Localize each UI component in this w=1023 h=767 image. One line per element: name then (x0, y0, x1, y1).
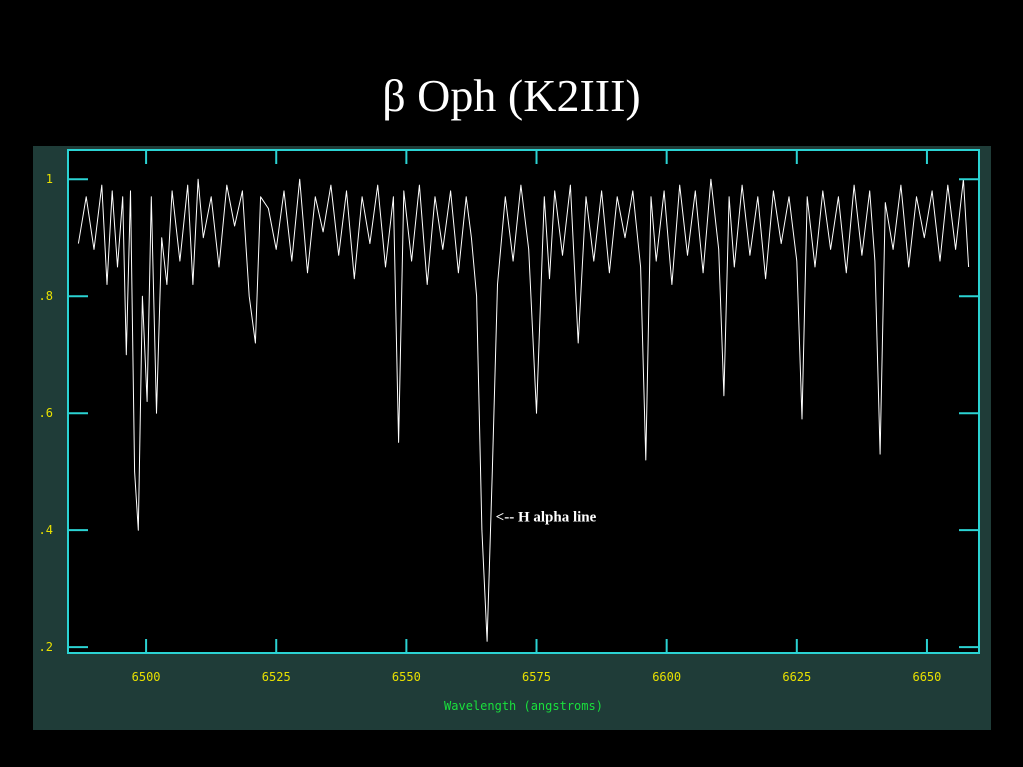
y-tick-label: .2 (39, 640, 53, 654)
x-tick-label: 6575 (522, 670, 551, 684)
x-axis-title: Wavelength (angstroms) (444, 699, 603, 713)
x-axis-ticks: 6500 6525 6550 6575 6600 6625 6650 (132, 150, 941, 684)
y-tick-label: .4 (39, 523, 53, 537)
x-tick-label: 6525 (262, 670, 291, 684)
chart-panel: <-- H alpha line 1.8.6.4.2 6500 6525 6550 6… (33, 146, 991, 730)
y-tick-label: .6 (39, 406, 53, 420)
spectrum-chart: <-- H alpha line 1.8.6.4.2 6500 6525 6550 6… (39, 149, 980, 713)
h-alpha-annotation: <-- H alpha line (496, 509, 597, 525)
x-tick-label: 6650 (912, 670, 941, 684)
x-tick-label: 6500 (132, 670, 161, 684)
y-tick-label: 1 (46, 172, 53, 186)
plot-area: <-- H alpha line (67, 149, 980, 654)
plot-frame (67, 149, 980, 654)
page-title: β Oph (K2III) (382, 70, 641, 121)
x-tick-label: 6550 (392, 670, 421, 684)
y-axis-ticks: 1 .8 .6 .4 .2 (39, 172, 979, 654)
x-tick-label: 6600 (652, 670, 681, 684)
y-tick-label: .8 (39, 289, 53, 303)
spectrum-line (77, 178, 970, 642)
x-tick-label: 6625 (782, 670, 811, 684)
plot-background (68, 150, 979, 653)
